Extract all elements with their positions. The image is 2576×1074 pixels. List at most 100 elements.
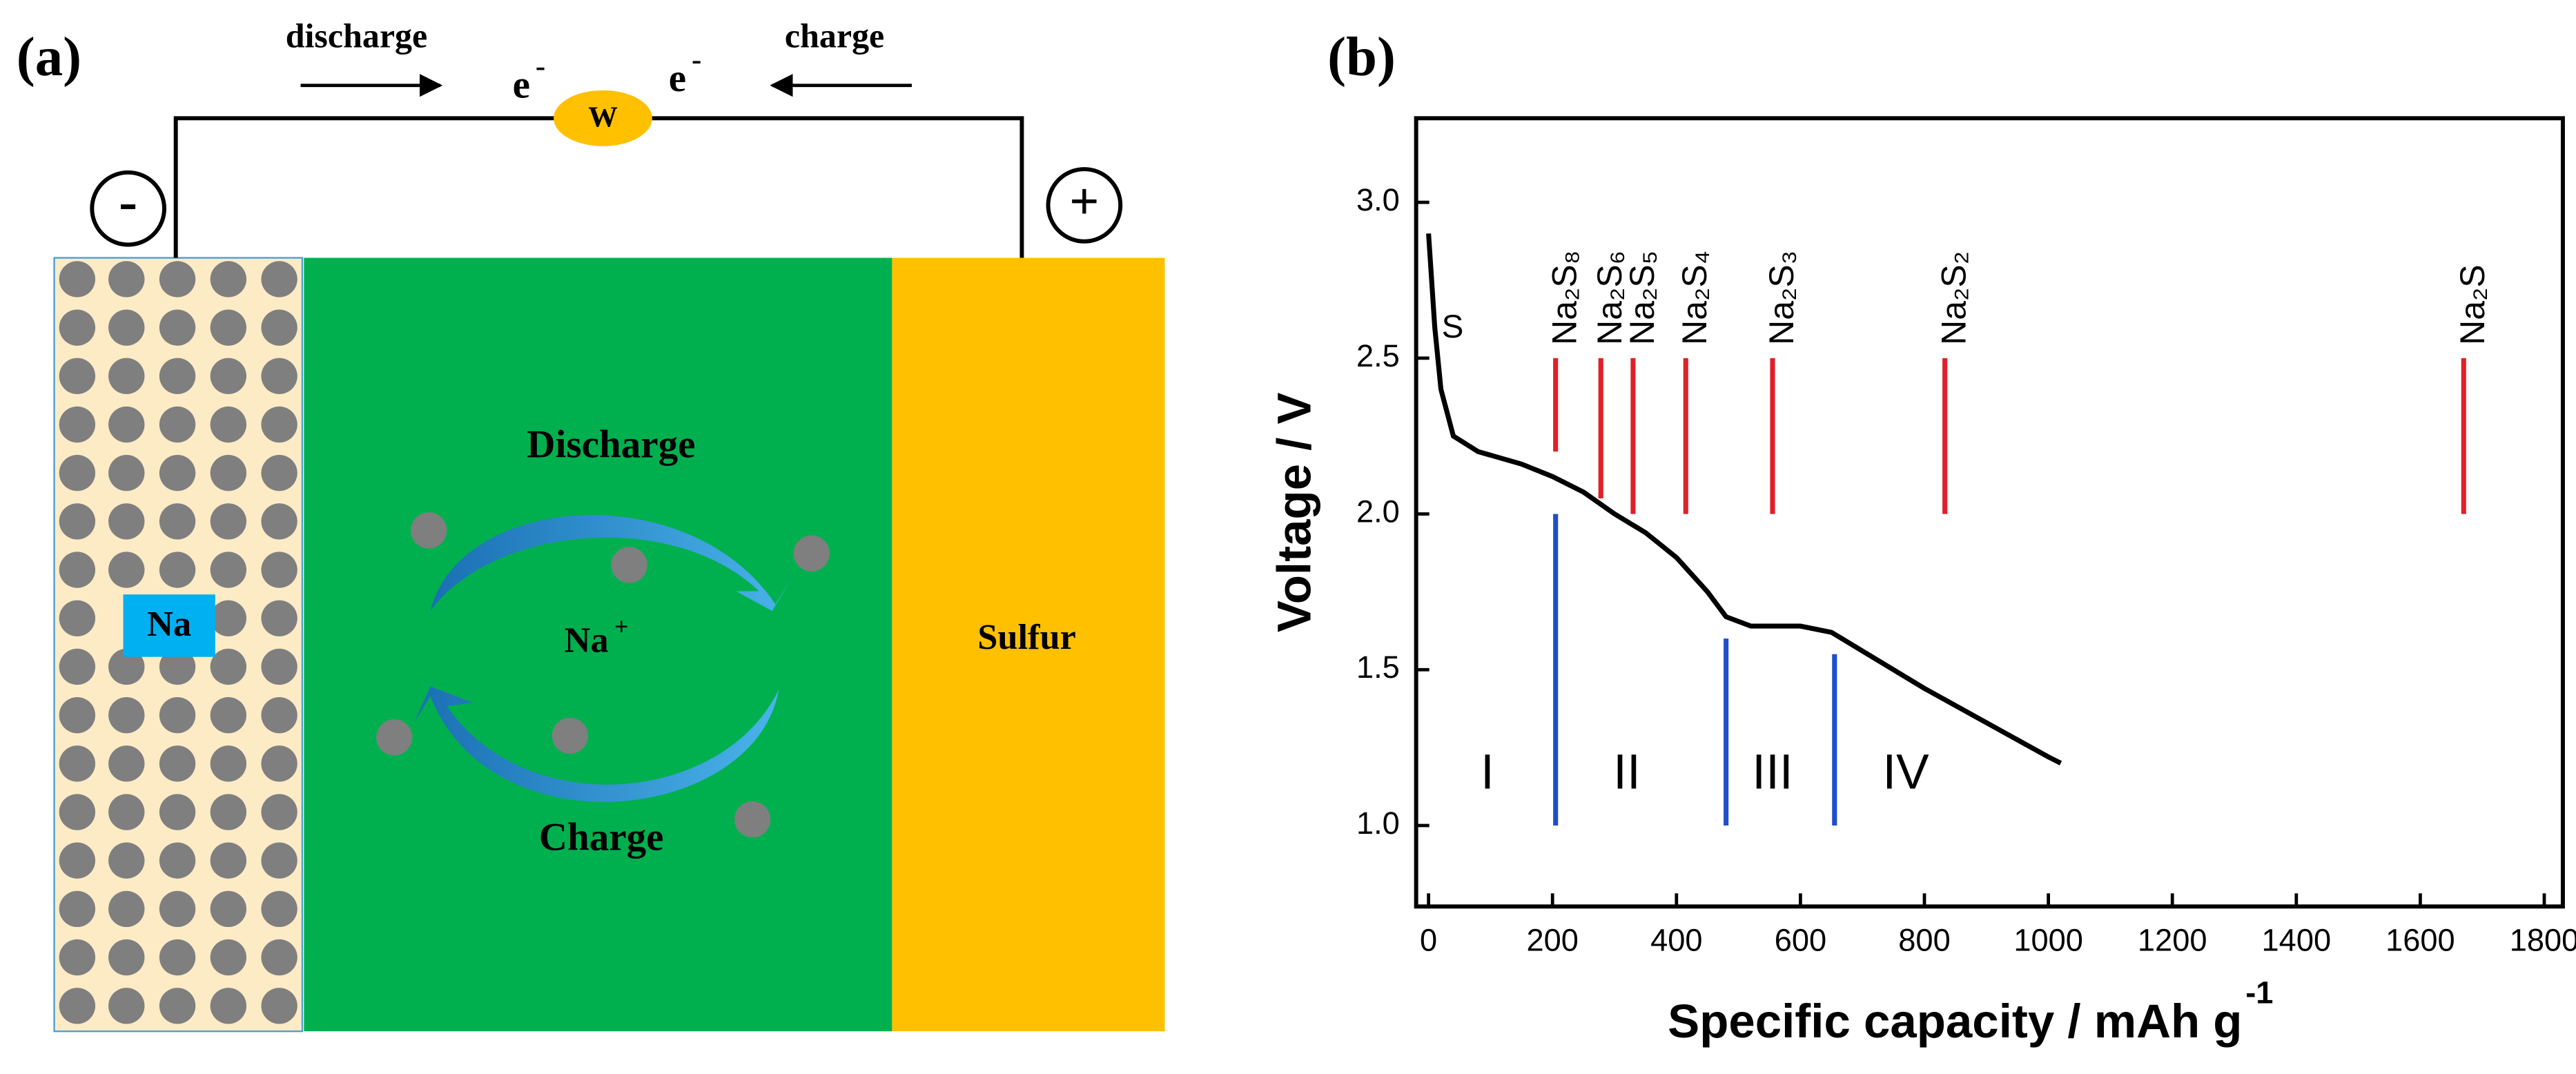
sodium-atom <box>59 890 96 928</box>
species-label: Na₂S <box>2453 264 2492 345</box>
sodium-atom <box>261 842 297 879</box>
sodium-atom <box>59 309 96 346</box>
sodium-atom <box>261 503 297 540</box>
sodium-atom <box>59 455 96 491</box>
sodium-atom <box>210 890 247 928</box>
cathode-electrode <box>892 257 1165 1032</box>
species-label: Na₂S₄ <box>1675 251 1714 345</box>
sodium-ion <box>734 801 771 838</box>
sodium-atom <box>108 261 145 297</box>
sodium-atom <box>59 600 96 636</box>
sodium-atom <box>59 988 96 1024</box>
x-tick-label: 400 <box>1650 923 1702 958</box>
sodium-atom <box>159 745 196 782</box>
ion-label: Na <box>565 621 609 661</box>
sodium-atom <box>210 309 247 346</box>
x-tick-label: 0 <box>1420 923 1437 958</box>
sodium-atom <box>59 939 96 976</box>
sodium-atom <box>159 358 196 395</box>
sodium-atom <box>159 503 196 540</box>
sodium-atom <box>210 358 247 395</box>
y-tick-label: 2.0 <box>1356 494 1400 529</box>
sodium-atom <box>59 503 96 540</box>
sodium-atom <box>108 309 145 346</box>
sodium-atom <box>59 745 96 782</box>
region-label: I <box>1481 745 1494 800</box>
positive-terminal <box>1046 167 1123 244</box>
x-tick-label: 1000 <box>2013 923 2083 958</box>
panel-a: W discharge charge e - e - - + (a) Na Su… <box>17 17 1165 1033</box>
sodium-atom <box>261 455 297 491</box>
sodium-ion <box>552 717 589 754</box>
sodium-atom <box>210 503 247 540</box>
sodium-atom <box>59 696 96 734</box>
negative-sign: - <box>119 170 137 232</box>
sodium-atom <box>261 648 297 685</box>
sodium-atom <box>108 890 145 928</box>
sodium-ion <box>611 547 647 583</box>
x-tick-label: 1200 <box>2138 923 2207 958</box>
y-tick-label: 1.5 <box>1356 650 1400 685</box>
sodium-atoms <box>59 261 830 1024</box>
sodium-atom <box>159 988 196 1024</box>
sodium-atom <box>261 794 297 830</box>
sodium-atom <box>210 648 247 685</box>
positive-sign: + <box>1069 173 1099 231</box>
y-tick-label: 3.0 <box>1356 182 1400 217</box>
electron-right: e <box>669 57 686 100</box>
sodium-atom <box>261 261 297 297</box>
sodium-atom <box>210 988 247 1024</box>
discharge-direction: discharge <box>286 17 427 55</box>
sodium-atom <box>108 842 145 879</box>
sodium-atom <box>159 842 196 879</box>
sodium-atom <box>210 455 247 491</box>
sodium-ion <box>793 535 830 572</box>
species-label: Na₂S₅ <box>1623 251 1661 345</box>
sodium-atom <box>59 551 96 588</box>
sodium-atom <box>210 406 247 443</box>
sodium-atom <box>59 794 96 830</box>
y-tick-label: 2.5 <box>1356 338 1400 373</box>
species-label: Na₂S₂ <box>1935 251 1973 345</box>
sodium-atom <box>108 455 145 491</box>
x-tick-label: 800 <box>1898 923 1950 958</box>
sodium-ion <box>376 719 413 756</box>
sodium-atom <box>108 503 145 540</box>
sodium-atom <box>261 309 297 346</box>
y-axis-label: Voltage / V <box>1268 393 1321 633</box>
sodium-atom <box>108 939 145 976</box>
discharge-cycle-arrow <box>430 515 792 612</box>
charge-cycle-arrow <box>413 686 779 802</box>
region-label: II <box>1613 745 1641 800</box>
sodium-atom <box>261 890 297 928</box>
sodium-atom <box>108 648 145 685</box>
sodium-atom <box>210 696 247 734</box>
sodium-atom <box>210 794 247 830</box>
sodium-atom <box>210 261 247 297</box>
sodium-atom <box>210 551 247 588</box>
sodium-atom <box>159 406 196 443</box>
sodium-atom <box>210 745 247 782</box>
anode-label-box <box>123 594 215 657</box>
y-tick-label: 1.0 <box>1356 806 1400 841</box>
sodium-atom <box>59 358 96 395</box>
sodium-atom <box>108 358 145 395</box>
sodium-atom <box>159 455 196 491</box>
electrolyte <box>304 257 892 1032</box>
sodium-atom <box>210 939 247 976</box>
sodium-atom <box>261 358 297 395</box>
sodium-atom <box>159 648 196 685</box>
sodium-atom <box>108 696 145 734</box>
sodium-atom <box>210 600 247 636</box>
sodium-atom <box>59 648 96 685</box>
plot-frame <box>1414 116 2565 909</box>
sodium-ion <box>411 512 447 549</box>
sodium-atom <box>261 988 297 1024</box>
electron-left: e <box>513 64 530 107</box>
sodium-atom <box>159 794 196 830</box>
sodium-atom <box>59 261 96 297</box>
sodium-atom <box>108 551 145 588</box>
cathode-label: Sulfur <box>977 617 1076 657</box>
